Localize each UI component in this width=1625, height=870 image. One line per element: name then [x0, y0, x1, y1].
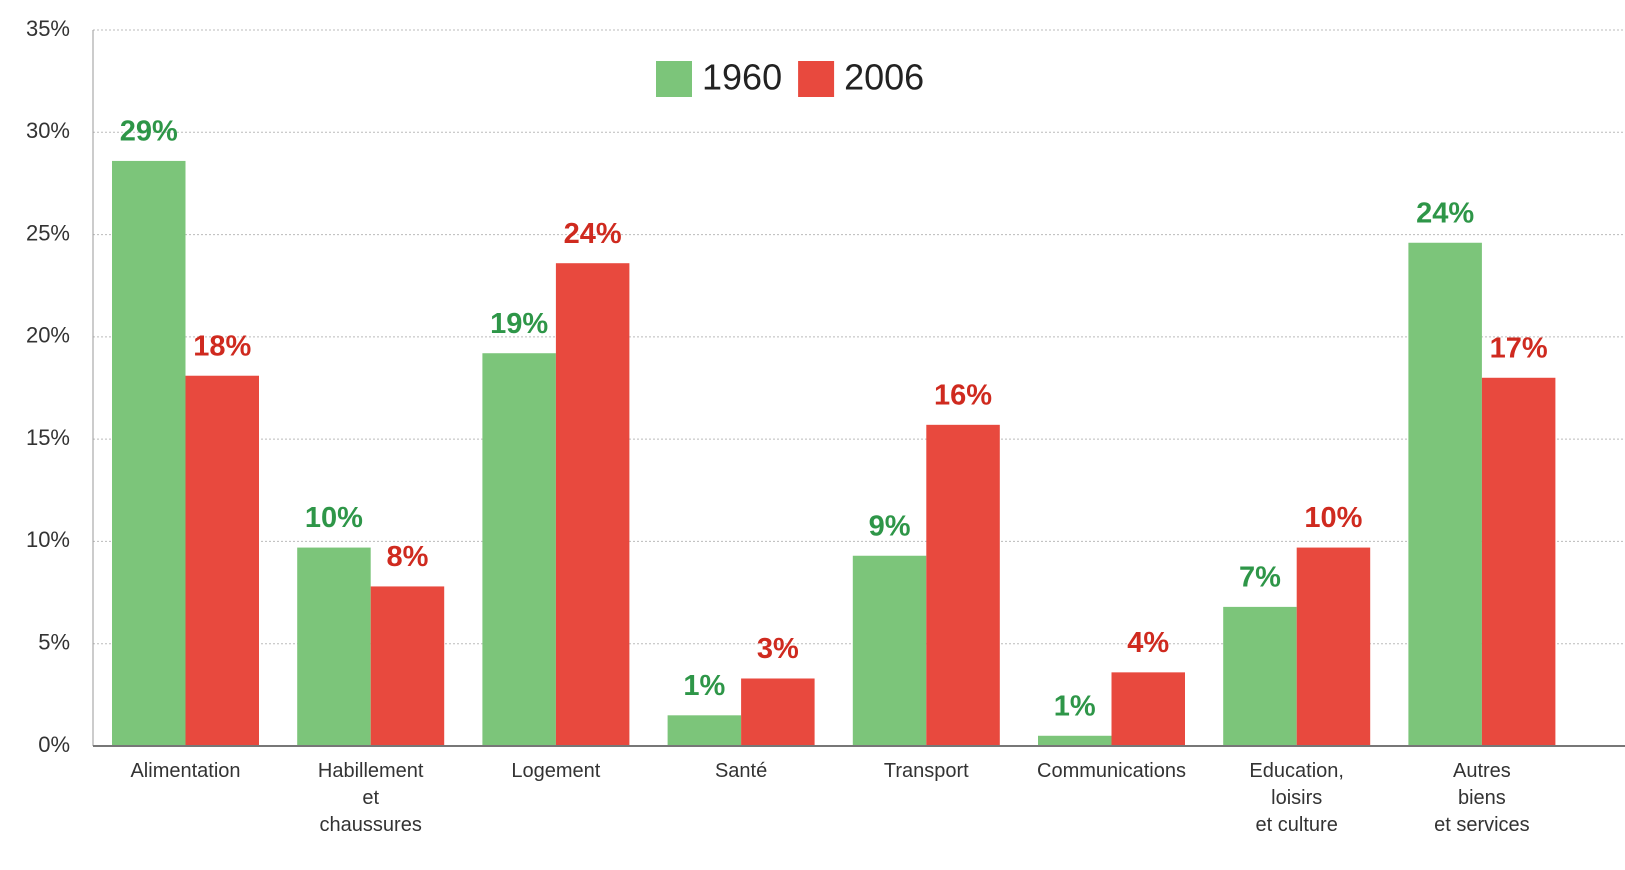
value-label: 24%	[1416, 197, 1474, 229]
x-tick-label: Autres biens et services	[1434, 760, 1530, 836]
y-tick-label: 25%	[26, 220, 70, 245]
value-label: 10%	[305, 502, 363, 534]
x-tick-label: Logement	[511, 760, 601, 782]
legend-label: 1960	[702, 57, 782, 98]
value-label: 1%	[1054, 690, 1096, 722]
value-label: 24%	[564, 218, 622, 250]
value-label: 7%	[1239, 562, 1281, 594]
bar	[112, 160, 186, 746]
x-tick-label: Santé	[714, 760, 768, 782]
bar	[185, 375, 259, 746]
value-label: 9%	[869, 510, 911, 542]
y-tick-label: 15%	[26, 425, 70, 450]
value-label: 8%	[386, 541, 428, 573]
bar	[1038, 735, 1112, 746]
value-label: 4%	[1127, 627, 1169, 659]
bar	[370, 586, 445, 746]
bar	[555, 263, 630, 746]
value-label: 19%	[490, 308, 548, 340]
y-tick-label: 35%	[26, 16, 70, 41]
y-tick-label: 30%	[26, 118, 70, 143]
x-tick-label: Habillement et chaussures	[317, 760, 424, 836]
bar	[1223, 606, 1297, 746]
y-tick-label: 20%	[26, 323, 70, 348]
value-label: 10%	[1304, 502, 1362, 534]
y-tick-label: 10%	[26, 527, 70, 552]
x-tick-label: Communications	[1037, 760, 1186, 782]
bar	[1296, 547, 1371, 746]
value-label: 1%	[683, 670, 725, 702]
legend-swatch	[798, 61, 835, 97]
bar	[482, 353, 556, 746]
x-tick-label: Education, loisirs et culture	[1249, 760, 1344, 836]
value-label: 3%	[757, 633, 799, 665]
legend-label: 2006	[844, 57, 924, 98]
value-label: 18%	[193, 330, 251, 362]
value-label: 29%	[120, 116, 178, 148]
value-label: 16%	[934, 379, 992, 411]
bar	[297, 547, 371, 746]
bar	[741, 678, 815, 746]
bar	[1111, 672, 1185, 746]
bar	[667, 715, 742, 746]
bar	[926, 424, 1000, 746]
y-tick-label: 5%	[38, 630, 70, 655]
value-label: 17%	[1490, 332, 1548, 364]
y-tick-label: 0%	[38, 732, 70, 757]
x-tick-label: Alimentation	[130, 760, 241, 782]
bar	[1481, 377, 1556, 746]
bar	[1408, 242, 1482, 747]
legend-swatch	[656, 61, 692, 97]
bar	[852, 555, 927, 746]
x-tick-label: Transport	[883, 760, 969, 782]
